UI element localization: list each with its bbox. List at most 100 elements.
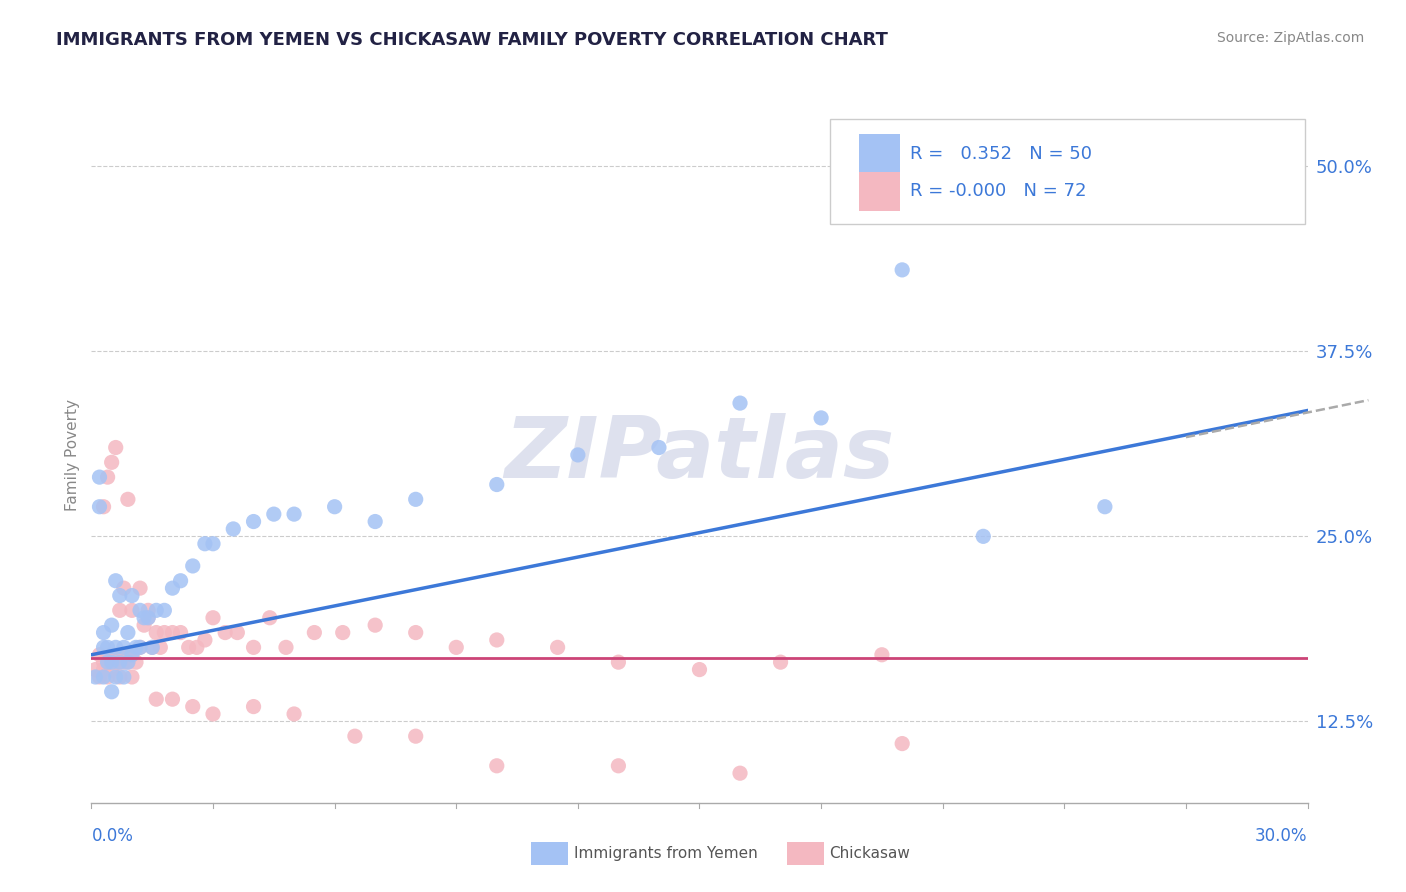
Point — [405, 729, 427, 743]
Point — [84, 670, 107, 684]
Point — [162, 581, 184, 595]
Point — [93, 663, 115, 677]
Point — [100, 455, 122, 469]
Point — [89, 648, 111, 662]
Point — [202, 537, 225, 551]
Point — [332, 625, 354, 640]
Point — [364, 618, 387, 632]
Point — [117, 625, 139, 640]
Point — [1094, 500, 1116, 514]
Point — [112, 640, 135, 655]
Point — [112, 655, 135, 669]
Point — [485, 477, 508, 491]
Point — [132, 611, 155, 625]
Point — [108, 655, 131, 669]
Point — [121, 603, 143, 617]
Point — [108, 589, 131, 603]
Point — [84, 663, 107, 677]
Point — [121, 589, 143, 603]
Point — [547, 640, 569, 655]
Point — [117, 655, 139, 669]
Point — [186, 640, 208, 655]
Point — [125, 640, 148, 655]
Point — [728, 766, 751, 780]
Point — [153, 603, 176, 617]
Point — [117, 492, 139, 507]
Point — [89, 470, 111, 484]
Point — [104, 670, 127, 684]
Point — [181, 699, 204, 714]
Point — [117, 648, 139, 662]
Point — [97, 655, 120, 669]
Point — [129, 581, 152, 595]
Point — [93, 640, 115, 655]
Point — [132, 618, 155, 632]
Point — [304, 625, 326, 640]
Point — [259, 611, 281, 625]
Point — [97, 655, 120, 669]
Point — [112, 581, 135, 595]
Point — [136, 611, 159, 625]
Point — [202, 706, 225, 721]
Point — [405, 492, 427, 507]
Text: 30.0%: 30.0% — [1256, 827, 1308, 845]
Point — [141, 640, 163, 655]
Point — [89, 500, 111, 514]
FancyBboxPatch shape — [859, 134, 900, 173]
Point — [870, 648, 893, 662]
Point — [972, 529, 994, 543]
Point — [104, 574, 127, 588]
Point — [104, 648, 127, 662]
Point — [263, 507, 285, 521]
Point — [104, 441, 127, 455]
Point — [810, 411, 832, 425]
Point — [125, 655, 148, 669]
Point — [117, 655, 139, 669]
Point — [145, 625, 167, 640]
Point — [181, 558, 204, 573]
Point — [145, 603, 167, 617]
Point — [607, 655, 630, 669]
Text: R =   0.352   N = 50: R = 0.352 N = 50 — [910, 145, 1092, 162]
Point — [648, 441, 671, 455]
Point — [194, 537, 217, 551]
Text: Chickasaw: Chickasaw — [830, 847, 911, 861]
Point — [93, 655, 115, 669]
Point — [93, 670, 115, 684]
Point — [226, 625, 249, 640]
Point — [108, 670, 131, 684]
Point — [162, 625, 184, 640]
Point — [177, 640, 200, 655]
Point — [141, 640, 163, 655]
Point — [121, 648, 143, 662]
Point — [112, 670, 135, 684]
Point — [100, 655, 122, 669]
Point — [97, 670, 120, 684]
Point — [169, 625, 191, 640]
Point — [891, 737, 914, 751]
Point — [283, 507, 305, 521]
Point — [405, 625, 427, 640]
Point — [104, 655, 127, 669]
Point — [104, 640, 127, 655]
Point — [485, 759, 508, 773]
Point — [89, 670, 111, 684]
Point — [444, 640, 467, 655]
Point — [769, 655, 792, 669]
Point — [891, 263, 914, 277]
Text: Immigrants from Yemen: Immigrants from Yemen — [574, 847, 758, 861]
Point — [214, 625, 236, 640]
Point — [364, 515, 387, 529]
Point — [688, 663, 710, 677]
Text: ZIPatlas: ZIPatlas — [505, 413, 894, 497]
Point — [100, 663, 122, 677]
Text: 0.0%: 0.0% — [91, 827, 134, 845]
Point — [145, 692, 167, 706]
Y-axis label: Family Poverty: Family Poverty — [65, 399, 80, 511]
Point — [97, 470, 120, 484]
Point — [242, 515, 264, 529]
Point — [136, 603, 159, 617]
Point — [93, 625, 115, 640]
Point — [283, 706, 305, 721]
Point — [112, 648, 135, 662]
